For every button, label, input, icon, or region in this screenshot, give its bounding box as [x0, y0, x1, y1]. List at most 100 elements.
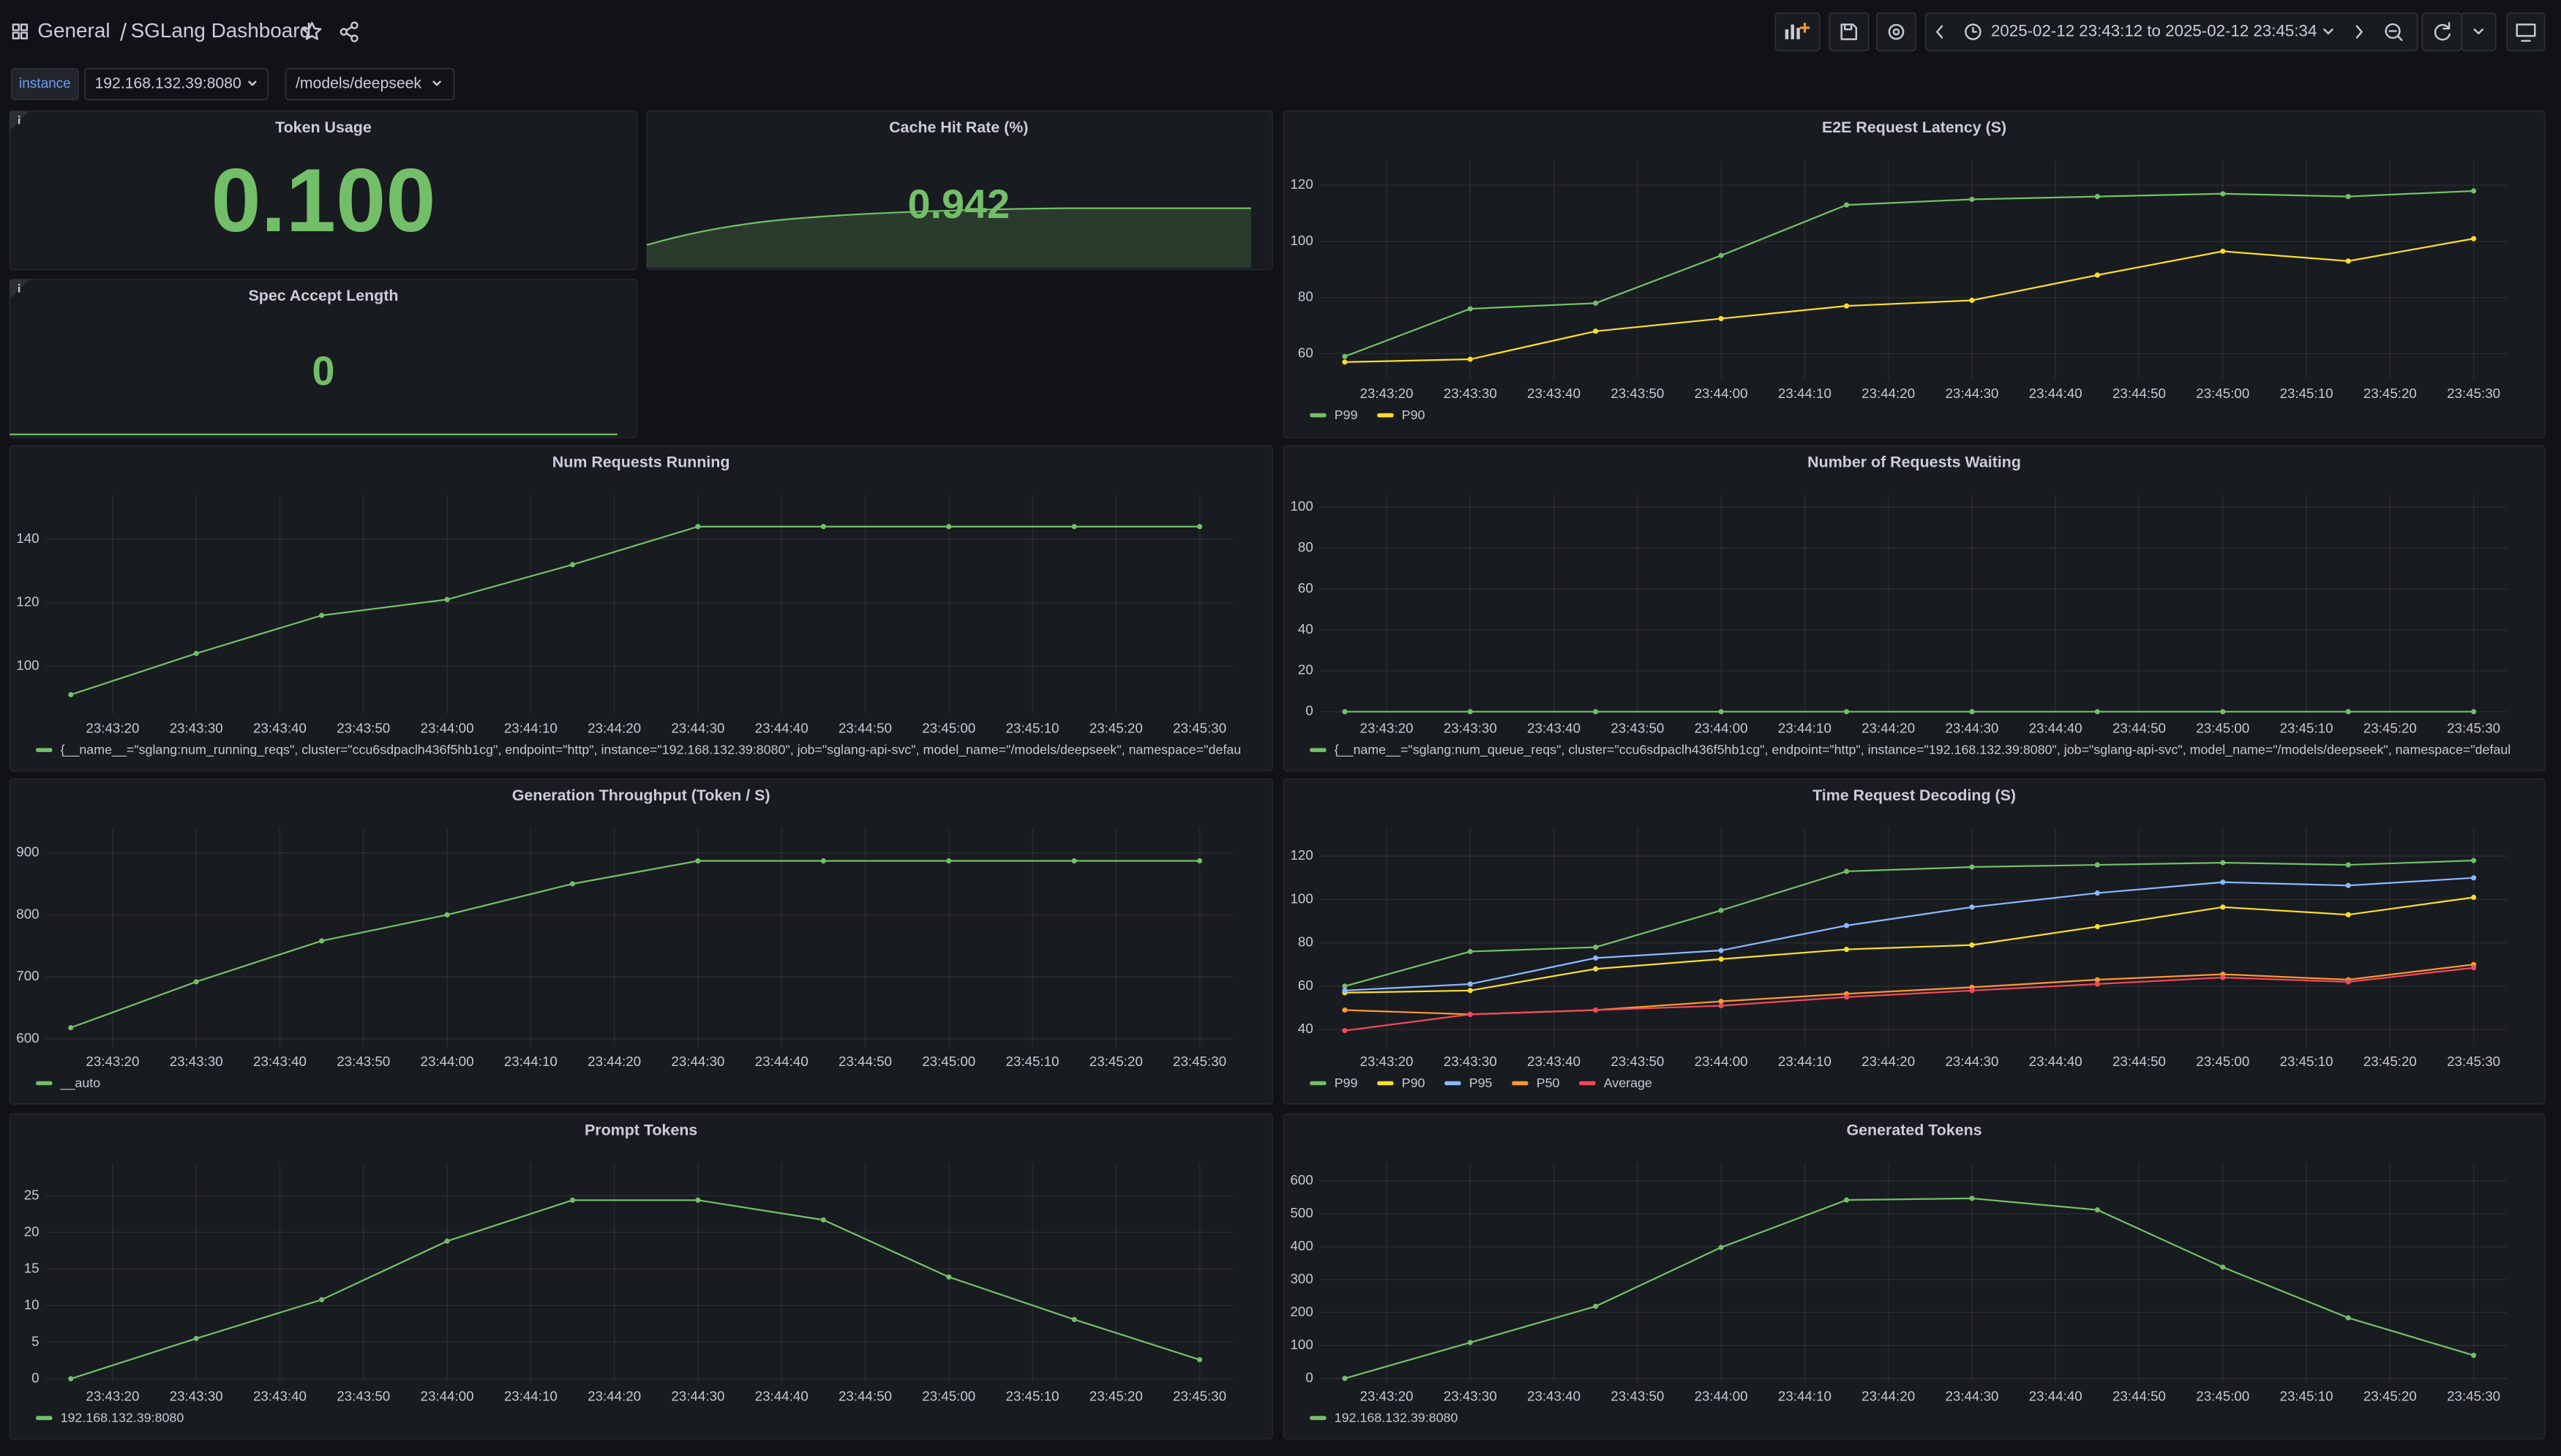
data-point	[1843, 709, 1850, 715]
breadcrumb-folder[interactable]: General	[37, 19, 110, 42]
x-tick-label: 23:45:30	[1173, 721, 1226, 736]
data-point	[1843, 1197, 1850, 1203]
data-point	[444, 1238, 450, 1244]
data-point	[2345, 979, 2351, 985]
time-range-caret[interactable]	[2323, 28, 2333, 35]
apps-icon[interactable]	[12, 23, 29, 40]
x-tick-label: 23:44:50	[839, 1389, 892, 1404]
legend-label[interactable]: P90	[1402, 408, 1425, 422]
y-tick-label: 600	[1290, 1172, 1313, 1187]
legend: {__name__="sglang:num_queue_reqs", clust…	[1310, 742, 2511, 757]
data-point	[820, 858, 826, 864]
y-tick-label: 400	[1290, 1238, 1313, 1253]
data-point	[68, 1376, 74, 1381]
legend-swatch	[1310, 413, 1327, 418]
legend-label[interactable]: P90	[1402, 1076, 1425, 1090]
data-point	[68, 1024, 74, 1031]
x-tick-label: 23:44:40	[755, 721, 809, 736]
variable-select[interactable]	[84, 67, 269, 101]
data-point	[2094, 977, 2100, 983]
refresh-button[interactable]	[2421, 12, 2462, 52]
x-tick-label: 23:44:50	[2112, 1389, 2166, 1404]
data-point	[1342, 1376, 1348, 1381]
chart-panel: Time Request Decoding (S) 40 60 80 100 120 23:…	[1283, 778, 2546, 1105]
legend: {__name__="sglang:num_running_reqs", clu…	[36, 742, 1241, 757]
panel-title: Token Usage	[275, 119, 372, 136]
x-tick-label: 23:43:20	[1360, 1054, 1413, 1069]
save-button[interactable]	[1829, 12, 1870, 52]
x-tick-label: 23:45:30	[2447, 721, 2500, 736]
x-tick-label: 23:43:30	[170, 721, 223, 736]
legend-label[interactable]: Average	[1604, 1076, 1652, 1090]
x-tick-label: 23:43:30	[170, 1389, 223, 1404]
y-tick-label: 15	[24, 1260, 40, 1275]
panel	[1283, 778, 2546, 1105]
x-tick-label: 23:43:20	[86, 1389, 139, 1404]
stat-panel: Spec Accept Length 0	[9, 278, 638, 439]
data-point	[2094, 862, 2100, 868]
data-point	[1969, 709, 1975, 715]
panel-title: Number of Requests Waiting	[1807, 453, 2021, 470]
legend-label[interactable]: {__name__="sglang:num_queue_reqs", clust…	[1335, 742, 2511, 757]
time-forward-icon[interactable]	[2355, 25, 2363, 39]
legend-label[interactable]: 192.168.132.39:8080	[61, 1410, 184, 1425]
x-tick-label: 23:43:40	[253, 1054, 307, 1069]
x-tick-label: 23:44:40	[2029, 386, 2082, 401]
data-point	[444, 912, 450, 917]
y-tick-label: 20	[1298, 662, 1313, 678]
x-tick-label: 23:45:10	[2280, 721, 2333, 736]
y-tick-label: 100	[1290, 233, 1313, 248]
x-tick-label: 23:44:40	[2029, 1054, 2082, 1069]
info-icon	[18, 283, 20, 286]
x-tick-label: 23:45:20	[1090, 1054, 1143, 1069]
data-point	[1969, 904, 1975, 910]
data-point	[695, 1197, 701, 1203]
series-line	[70, 860, 1200, 1029]
legend-swatch	[1377, 1081, 1394, 1086]
zoom-out-icon[interactable]	[2385, 23, 2403, 41]
settings-button[interactable]	[1875, 12, 1917, 52]
share-icon[interactable]	[340, 21, 359, 42]
x-tick-label: 23:43:40	[253, 721, 307, 736]
data-point	[1342, 1028, 1348, 1034]
x-tick-label: 23:44:30	[671, 1054, 724, 1069]
data-point	[1969, 988, 1975, 994]
star-icon[interactable]	[302, 22, 322, 40]
legend-label[interactable]: 192.168.132.39:8080	[1335, 1410, 1458, 1425]
legend-label[interactable]: P50	[1537, 1076, 1560, 1090]
data-point	[695, 858, 701, 864]
legend-label[interactable]: P99	[1335, 1076, 1358, 1090]
panel-title: Cache Hit Rate (%)	[889, 119, 1028, 136]
legend-label[interactable]: __auto	[60, 1076, 101, 1091]
y-tick-label: 0	[31, 1370, 39, 1385]
data-point	[2345, 709, 2351, 715]
x-tick-label: 23:45:10	[2280, 386, 2333, 401]
series-line	[70, 525, 1200, 696]
data-point	[1467, 988, 1473, 994]
legend-label[interactable]: {__name__="sglang:num_running_reqs", clu…	[61, 742, 1242, 757]
y-tick-label: 25	[24, 1187, 40, 1202]
data-point	[1593, 945, 1599, 950]
x-tick-label: 23:44:10	[504, 1389, 558, 1404]
data-point	[193, 1335, 199, 1341]
data-point	[193, 979, 199, 985]
x-tick-label: 23:44:10	[504, 721, 558, 736]
data-point	[1969, 1196, 1975, 1201]
data-point	[1718, 252, 1724, 258]
legend-label[interactable]: P99	[1335, 408, 1358, 422]
time-back-icon[interactable]	[1936, 25, 1943, 39]
x-tick-label: 23:43:50	[337, 1389, 390, 1404]
panel	[646, 110, 1273, 271]
data-point	[1718, 907, 1724, 913]
panel-title: Generation Throughput (Token / S)	[512, 787, 770, 804]
time-range[interactable]: 2025-02-12 23:43:12 to 2025-02-12 23:45:…	[1991, 21, 2317, 40]
legend-label[interactable]: P95	[1469, 1076, 1493, 1090]
x-tick-label: 23:45:10	[2280, 1054, 2333, 1069]
data-point	[1593, 1303, 1599, 1309]
variable-select[interactable]	[285, 67, 455, 101]
refresh-interval-button[interactable]	[2460, 12, 2497, 52]
panel-title: Prompt Tokens	[585, 1121, 697, 1138]
time-picker[interactable]	[1924, 12, 2418, 52]
kiosk-icon	[2516, 23, 2536, 42]
kiosk-button[interactable]	[2506, 12, 2546, 52]
